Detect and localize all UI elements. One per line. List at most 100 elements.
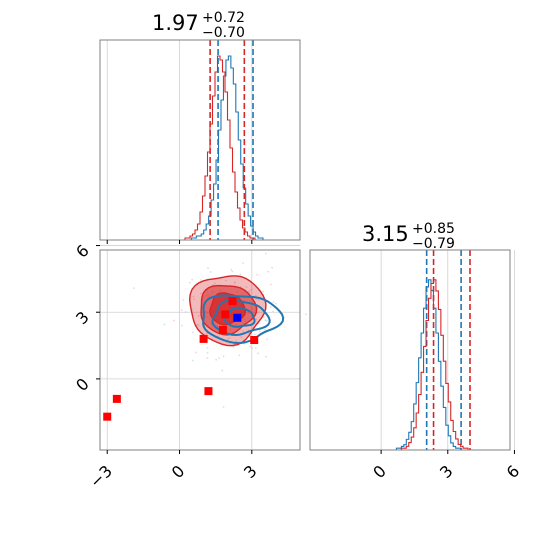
sample-point bbox=[180, 309, 183, 311]
sample-point bbox=[242, 262, 244, 264]
sample-point bbox=[249, 345, 251, 348]
sample-point bbox=[256, 273, 259, 276]
y-tick-label: 0 bbox=[72, 374, 93, 395]
sample-point bbox=[222, 405, 225, 408]
sample-point bbox=[232, 346, 235, 348]
title-2-value: 3.15 bbox=[362, 222, 409, 246]
contour-blue-1 bbox=[211, 299, 271, 337]
blue-marker bbox=[233, 313, 242, 322]
sample-point bbox=[182, 299, 185, 301]
x1-tick-label: −3 bbox=[86, 461, 116, 491]
sample-point bbox=[233, 281, 236, 284]
sample-point bbox=[266, 338, 269, 341]
sample-point bbox=[195, 351, 197, 354]
title-1-minus: −0.70 bbox=[202, 25, 245, 41]
sample-point bbox=[269, 306, 272, 308]
sample-point bbox=[305, 313, 307, 316]
panel-frame bbox=[99, 249, 301, 451]
y-tick-label: 6 bbox=[72, 241, 93, 262]
panel-background bbox=[310, 250, 510, 450]
x2-tick-label: 6 bbox=[503, 461, 524, 482]
sample-point bbox=[258, 311, 260, 314]
sample-point bbox=[262, 316, 265, 318]
sample-point bbox=[163, 323, 166, 326]
sample-point bbox=[191, 278, 194, 281]
sample-point bbox=[239, 273, 242, 276]
sample-point bbox=[262, 290, 265, 293]
sample-point bbox=[224, 279, 227, 282]
sample-point bbox=[188, 281, 191, 284]
sample-point bbox=[253, 333, 256, 336]
sample-point bbox=[196, 323, 198, 326]
sample-point bbox=[209, 271, 212, 273]
sample-point bbox=[226, 338, 229, 340]
x2-tick-label: 3 bbox=[436, 461, 457, 482]
panel-frame bbox=[309, 249, 511, 451]
x2-tick-label: 0 bbox=[369, 461, 390, 482]
x1-tick-label: 0 bbox=[168, 461, 189, 482]
marginal-panel-1 bbox=[99, 39, 301, 241]
sample-point bbox=[272, 301, 275, 303]
sample-point bbox=[264, 328, 267, 331]
title-2-minus: −0.79 bbox=[412, 236, 455, 252]
sample-point bbox=[267, 270, 270, 273]
sample-point bbox=[199, 292, 202, 295]
joint-panel bbox=[99, 245, 307, 451]
sample-point bbox=[222, 355, 225, 358]
title-param-1: 1.97 +0.72 −0.70 bbox=[152, 10, 245, 41]
red-marker bbox=[221, 310, 230, 319]
sample-point bbox=[231, 270, 234, 273]
sample-point bbox=[248, 290, 251, 293]
sample-point bbox=[192, 295, 195, 298]
sample-point bbox=[255, 318, 258, 321]
red-marker bbox=[250, 336, 259, 344]
sample-point bbox=[265, 355, 267, 358]
title-1-plus: +0.72 bbox=[202, 10, 245, 26]
sample-point bbox=[200, 279, 202, 281]
title-1-value: 1.97 bbox=[152, 11, 199, 35]
sample-point bbox=[272, 310, 274, 313]
title-2-plus: +0.85 bbox=[412, 221, 455, 237]
sample-point bbox=[206, 352, 209, 354]
sample-point bbox=[197, 324, 200, 327]
sample-point bbox=[221, 369, 224, 372]
sample-point bbox=[181, 324, 183, 327]
red-marker bbox=[112, 394, 121, 403]
sample-point bbox=[215, 358, 218, 361]
sample-point bbox=[265, 319, 268, 322]
sample-point bbox=[173, 319, 176, 322]
sample-point bbox=[264, 319, 267, 322]
panel-frame bbox=[99, 39, 301, 241]
sample-point bbox=[191, 359, 194, 362]
x1-tick-label: 3 bbox=[240, 461, 261, 482]
sample-point bbox=[258, 330, 261, 333]
sample-point bbox=[185, 311, 187, 313]
sample-point bbox=[242, 330, 245, 332]
sample-point bbox=[245, 286, 248, 288]
panel-background bbox=[100, 40, 300, 240]
marginal-panel-2 bbox=[309, 249, 515, 451]
red-marker bbox=[204, 387, 213, 396]
sample-point bbox=[228, 337, 231, 339]
sample-point bbox=[257, 352, 259, 355]
sample-point bbox=[265, 252, 267, 255]
y-tick-label: 3 bbox=[72, 308, 93, 329]
sample-point bbox=[197, 315, 200, 317]
red-marker bbox=[103, 412, 112, 421]
sample-point bbox=[250, 289, 253, 291]
sample-point bbox=[207, 267, 209, 270]
sample-point bbox=[257, 299, 260, 302]
sample-point bbox=[254, 347, 257, 349]
red-marker bbox=[228, 297, 237, 306]
sample-point bbox=[235, 340, 238, 343]
title-param-2: 3.15 +0.85 −0.79 bbox=[362, 221, 455, 252]
red-marker bbox=[218, 326, 227, 334]
sample-point bbox=[217, 357, 220, 360]
sample-point bbox=[193, 298, 195, 300]
sample-point bbox=[192, 331, 194, 334]
sample-point bbox=[132, 287, 135, 289]
sample-point bbox=[271, 266, 274, 269]
panel-background bbox=[100, 250, 300, 450]
sample-point bbox=[214, 282, 216, 285]
